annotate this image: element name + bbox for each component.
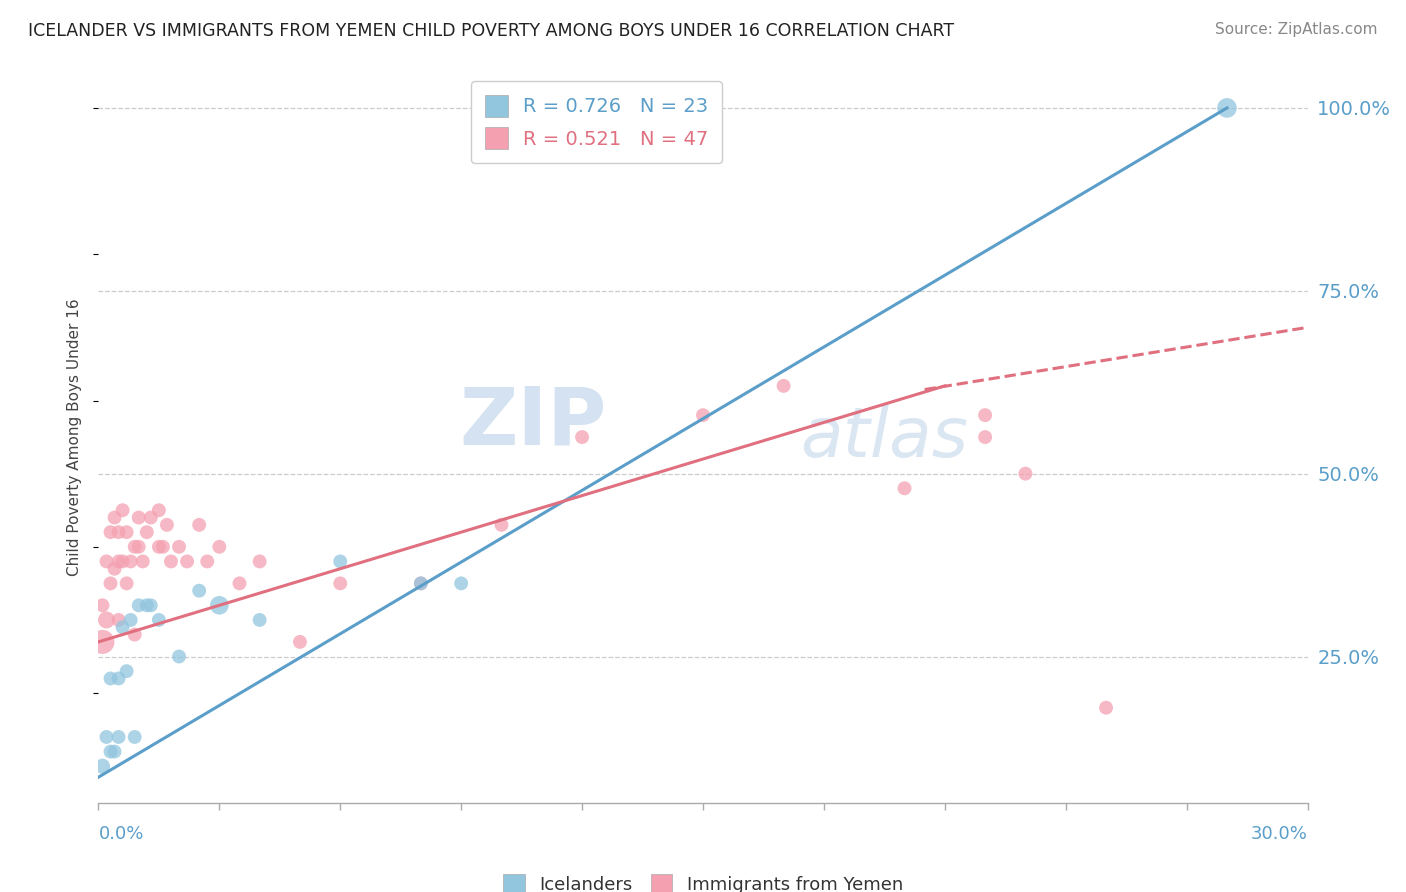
Point xyxy=(103,510,125,524)
Point xyxy=(1095,700,1118,714)
Point xyxy=(96,613,118,627)
Point xyxy=(107,672,129,686)
Point xyxy=(156,517,179,532)
Point xyxy=(139,510,162,524)
Point xyxy=(135,599,157,613)
Point xyxy=(128,599,150,613)
Point xyxy=(1014,467,1036,481)
Text: ZIP: ZIP xyxy=(458,384,606,461)
Text: ICELANDER VS IMMIGRANTS FROM YEMEN CHILD POVERTY AMONG BOYS UNDER 16 CORRELATION: ICELANDER VS IMMIGRANTS FROM YEMEN CHILD… xyxy=(28,22,955,40)
Point xyxy=(96,554,118,568)
Point xyxy=(111,503,134,517)
Point xyxy=(120,554,142,568)
Point xyxy=(124,730,146,744)
Point xyxy=(91,599,114,613)
Point xyxy=(124,540,146,554)
Point xyxy=(96,730,118,744)
Point xyxy=(167,540,190,554)
Point xyxy=(409,576,432,591)
Point xyxy=(974,408,997,422)
Point xyxy=(115,525,138,540)
Point xyxy=(195,554,218,568)
Point xyxy=(103,745,125,759)
Point xyxy=(107,730,129,744)
Point xyxy=(893,481,915,495)
Text: 30.0%: 30.0% xyxy=(1251,825,1308,843)
Point xyxy=(128,510,150,524)
Point xyxy=(124,627,146,641)
Point xyxy=(571,430,593,444)
Point xyxy=(208,540,231,554)
Point xyxy=(91,635,114,649)
Point xyxy=(249,613,271,627)
Point xyxy=(288,635,311,649)
Point xyxy=(107,525,129,540)
Point xyxy=(160,554,183,568)
Point xyxy=(111,620,134,634)
Text: 0.0%: 0.0% xyxy=(98,825,143,843)
Y-axis label: Child Poverty Among Boys Under 16: Child Poverty Among Boys Under 16 xyxy=(67,298,83,576)
Point xyxy=(103,562,125,576)
Point xyxy=(329,576,352,591)
Point xyxy=(208,599,231,613)
Point xyxy=(132,554,155,568)
Point xyxy=(188,583,211,598)
Point xyxy=(128,540,150,554)
Point xyxy=(91,759,114,773)
Legend: Icelanders, Immigrants from Yemen: Icelanders, Immigrants from Yemen xyxy=(494,864,912,892)
Point xyxy=(100,576,122,591)
Point xyxy=(115,664,138,678)
Point xyxy=(135,525,157,540)
Text: atlas: atlas xyxy=(800,403,967,471)
Point xyxy=(107,613,129,627)
Point xyxy=(148,540,170,554)
Point xyxy=(1216,101,1239,115)
Point xyxy=(100,745,122,759)
Point xyxy=(409,576,432,591)
Point xyxy=(491,517,513,532)
Point xyxy=(188,517,211,532)
Point xyxy=(329,554,352,568)
Text: Source: ZipAtlas.com: Source: ZipAtlas.com xyxy=(1215,22,1378,37)
Point xyxy=(772,379,794,393)
Point xyxy=(148,613,170,627)
Point xyxy=(176,554,198,568)
Point xyxy=(152,540,174,554)
Point xyxy=(148,503,170,517)
Point xyxy=(120,613,142,627)
Point xyxy=(974,430,997,444)
Point xyxy=(107,554,129,568)
Point xyxy=(167,649,190,664)
Point xyxy=(228,576,250,591)
Point xyxy=(100,672,122,686)
Point xyxy=(111,554,134,568)
Point xyxy=(450,576,472,591)
Point xyxy=(692,408,714,422)
Point xyxy=(139,599,162,613)
Point xyxy=(249,554,271,568)
Point xyxy=(115,576,138,591)
Point xyxy=(100,525,122,540)
